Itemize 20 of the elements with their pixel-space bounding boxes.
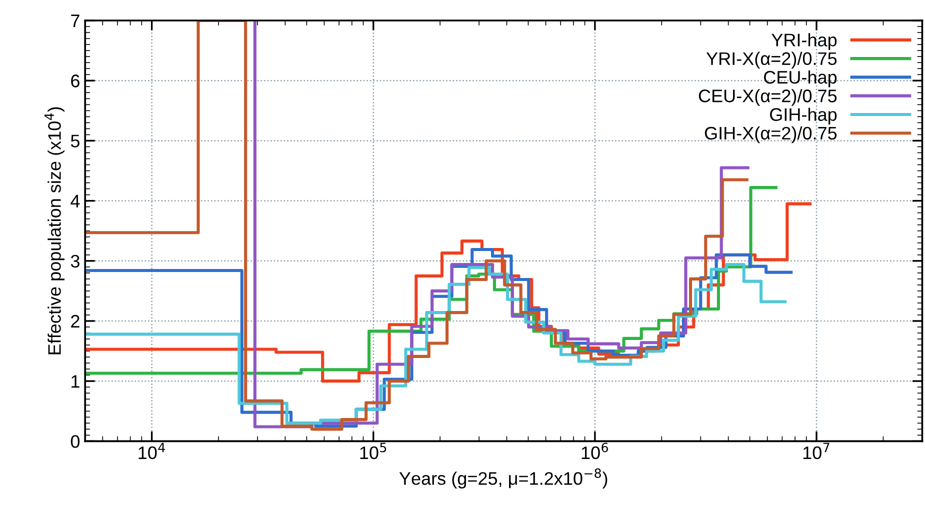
y-tick-label: 6 bbox=[71, 74, 80, 88]
x-tick-label: 10$^{4}$ bbox=[138, 442, 165, 460]
y-tick-label: 3 bbox=[70, 254, 80, 268]
y-tick-label: 0 bbox=[70, 435, 80, 448]
x-tick-label: 10$^{6}$ bbox=[582, 442, 608, 460]
y-axis-title: Effective population size (x10$^{4}$) bbox=[44, 107, 64, 354]
y-tick-label: 1 bbox=[72, 375, 80, 388]
legend-label: CEU-hap bbox=[764, 70, 837, 88]
y-tick-label: 2 bbox=[71, 314, 80, 328]
legend-label: YRI-hap bbox=[772, 33, 837, 50]
x-axis-title: Years (g=25, μ=1.2x10$^{−8}$) bbox=[399, 468, 608, 488]
legend-label: GIH-hap bbox=[770, 108, 837, 125]
y-tick-label: 5 bbox=[70, 134, 80, 148]
x-tick-label: 10$^{5}$ bbox=[360, 442, 386, 460]
legend-label: CEU-X(α=2)/0.75 bbox=[698, 89, 837, 106]
y-tick-label: 4 bbox=[70, 194, 80, 208]
y-tick-label: 7 bbox=[71, 14, 80, 28]
x-tick-label: 10$^{7}$ bbox=[803, 442, 830, 460]
legend-label: YRI-X(α=2)/0.75 bbox=[706, 52, 837, 69]
legend-label: GIH-X(α=2)/0.75 bbox=[704, 126, 837, 144]
